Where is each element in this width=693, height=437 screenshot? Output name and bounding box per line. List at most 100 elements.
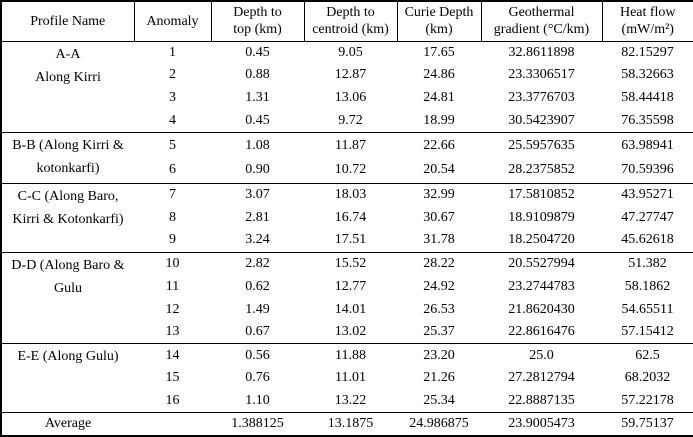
curie-depth-cell: 30.67 — [423, 209, 455, 225]
curie-depth-cell: 20.54 — [423, 162, 455, 178]
header-line: Curie Depth — [404, 5, 474, 21]
anomaly-cell: 4 — [169, 113, 176, 129]
depth-top-cell: 3.07 — [211, 182, 304, 207]
depth-centroid-cell: 16.74 — [334, 209, 367, 225]
depth-centroid-cell: 17.51 — [334, 232, 367, 248]
col-header-heat-flow: Heat flow (mW/m²) — [601, 0, 693, 42]
anomaly-cell: 8 — [169, 209, 176, 225]
profile-cell-dd: D-D (Along Baro & Gulu — [1, 251, 134, 344]
profile-line: Kirri & Kotonkarfi) — [12, 211, 124, 227]
header-line: Depth to — [233, 5, 282, 21]
header-line: Geothermal — [508, 5, 575, 21]
curie-depth-cell: 32.99 — [397, 182, 481, 207]
header-line: top (km) — [233, 22, 282, 38]
curie-depth-cell: 23.20 — [397, 343, 481, 367]
depth-centroid-cell: 10.72 — [334, 162, 367, 178]
anomaly-cell: 14 — [134, 343, 211, 367]
profile-line: Gulu — [54, 280, 82, 296]
depth-top-cell: 3.24 — [245, 232, 270, 248]
heat-flow-cell: 57.22178 — [621, 393, 674, 409]
heat-flow-cell: 47.27747 — [621, 209, 674, 225]
anomaly-cell: 3 — [169, 90, 176, 106]
anomaly-cell: 7 — [134, 182, 211, 207]
depth-centroid-cell: 11.01 — [335, 370, 366, 386]
header-line: Profile Name — [30, 13, 106, 29]
gradient-cell: 25.0 — [481, 343, 602, 367]
gradient-cell: 30.5423907 — [508, 113, 575, 129]
profile-line: kotonkarfi) — [36, 161, 100, 177]
curie-depth-cell: 25.34 — [423, 393, 455, 409]
gradient-cell: 23.3776703 — [508, 90, 575, 106]
depth-centroid-cell: 9.05 — [338, 44, 363, 60]
col-header-depth-to-centroid: Depth to centroid (km) — [303, 0, 398, 42]
profile-cell-aa: A-A Along Kirri — [1, 41, 134, 133]
gradient-cell: 18.2504720 — [508, 232, 575, 248]
gradient-cell: 17.5810852 — [481, 182, 602, 207]
curie-depth-cell: 31.78 — [423, 232, 455, 248]
average-label-cell: Average — [1, 412, 134, 436]
table-row: 12 1.49 14.01 26.53 21.8620430 54.65511 — [1, 298, 693, 321]
col-header-profile-name: Profile Name — [0, 0, 135, 42]
table-row: 16 1.10 13.22 25.34 22.8887135 57.22178 — [1, 390, 693, 413]
gradient-cell: 23.3306517 — [508, 67, 575, 83]
profile-cell-ee: E-E (Along Gulu) — [1, 343, 134, 413]
profile-line: D-D (Along Baro & — [11, 257, 125, 273]
heat-flow-cell: 58.44418 — [621, 90, 674, 106]
anomaly-cell: 16 — [165, 393, 180, 409]
header-line: Heat flow — [619, 5, 676, 21]
table-row: 6 0.90 10.72 20.54 28.2375852 70.59396 — [1, 158, 693, 183]
gradient-cell: 23.2744783 — [508, 278, 575, 294]
col-header-curie-depth: Curie Depth (km) — [396, 0, 482, 42]
curie-depth-cell: 24.86 — [423, 67, 455, 83]
gradient-cell: 28.2375852 — [508, 162, 575, 178]
profile-line: Along Kirri — [35, 69, 101, 85]
heat-flow-cell: 43.95271 — [602, 182, 693, 207]
anomaly-cell: 11 — [165, 278, 180, 294]
depth-centroid-cell: 12.77 — [334, 278, 367, 294]
average-row: Average 1.388125 13.1875 24.986875 23.90… — [1, 412, 693, 436]
depth-top-cell: 0.76 — [245, 370, 270, 386]
depth-top-cell: 2.82 — [211, 251, 304, 276]
heat-flow-cell: 57.15412 — [621, 324, 674, 340]
gradient-cell: 22.8616476 — [508, 324, 575, 340]
depth-top-cell: 0.67 — [245, 324, 270, 340]
depth-centroid-cell: 9.72 — [338, 113, 363, 129]
anomaly-cell — [134, 412, 211, 436]
heat-flow-cell: 68.2032 — [624, 370, 671, 386]
heat-flow-cell: 63.98941 — [602, 132, 693, 159]
header-line: Anomaly — [146, 13, 199, 29]
anomaly-cell: 13 — [165, 324, 180, 340]
table-row: D-D (Along Baro & Gulu 10 2.82 15.52 28.… — [1, 251, 693, 344]
profile-line: C-C (Along Baro, — [17, 188, 119, 204]
table-row: A-A Along Kirri 1 0.45 9.05 17.65 32.861… — [1, 41, 693, 85]
depth-top-cell: 0.90 — [245, 162, 270, 178]
anomaly-cell: 12 — [165, 301, 180, 317]
table-row: 2 0.88 12.87 24.86 23.3306517 58.32663 — [1, 64, 693, 87]
heat-flow-cell: 54.65511 — [621, 301, 674, 317]
gradient-cell: 25.5957635 — [481, 132, 602, 159]
depth-top-cell: 1.08 — [211, 132, 304, 159]
gradient-cell: 18.9109879 — [508, 209, 575, 225]
depth-top-cell: 0.62 — [245, 278, 270, 294]
table-row: 15 0.76 11.01 21.26 27.2812794 68.2032 — [1, 367, 693, 390]
header-line: centroid (km) — [312, 22, 389, 38]
curie-depth-cell: 25.37 — [423, 324, 455, 340]
anomaly-cell: 6 — [169, 162, 176, 178]
depth-top-cell: 1.49 — [245, 301, 270, 317]
depth-top-cell: 1.388125 — [211, 412, 304, 436]
profile-line: A-A — [55, 46, 81, 62]
depth-top-cell: 0.45 — [245, 44, 270, 60]
col-header-anomaly: Anomaly — [133, 0, 212, 42]
curie-depth-cell: 26.53 — [423, 301, 455, 317]
heat-flow-cell: 59.75137 — [602, 412, 693, 436]
table-header: Profile Name Anomaly Depth to top (km) De… — [0, 0, 693, 42]
curie-depth-cell: 24.81 — [423, 90, 455, 106]
curie-depth-cell: 24.986875 — [397, 412, 481, 436]
header-line: (mW/m²) — [621, 22, 674, 38]
depth-top-cell: 0.56 — [211, 343, 304, 367]
depth-centroid-cell: 12.87 — [334, 67, 367, 83]
table-row: B-B (Along Kirri & kotonkarfi) 5 1.08 11… — [1, 132, 693, 184]
depth-top-cell: 1.31 — [245, 90, 270, 106]
